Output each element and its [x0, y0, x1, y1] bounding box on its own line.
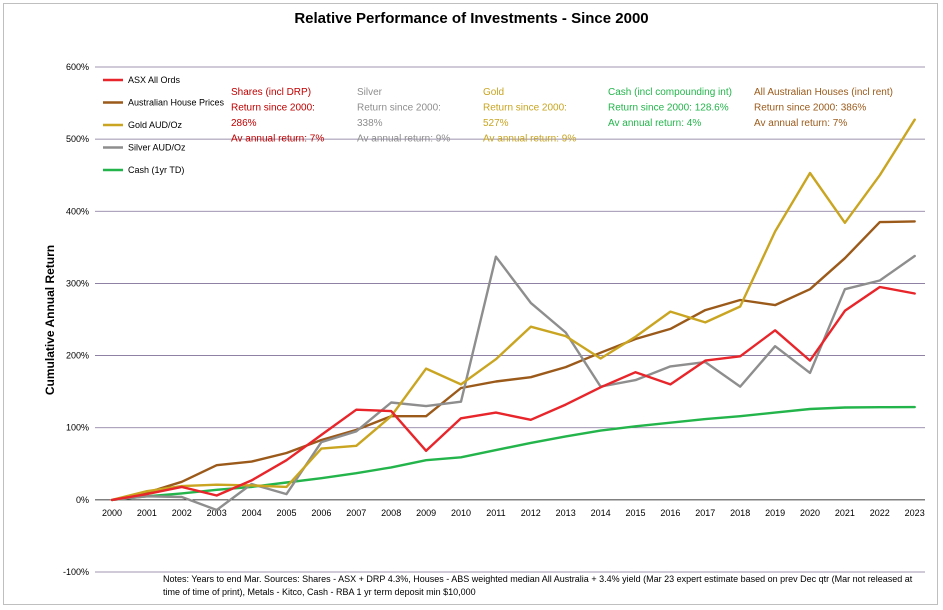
x-tick-label: 2013 — [556, 508, 576, 518]
series-line-silver-aud-oz — [110, 254, 916, 512]
y-tick-label: 300% — [66, 278, 89, 288]
y-tick-label: -100% — [63, 567, 89, 577]
y-tick-label: 0% — [76, 495, 89, 505]
notes-line-1: Notes: Years to end Mar. Sources: Shares… — [163, 574, 913, 584]
x-tick-label: 2016 — [660, 508, 680, 518]
y-tick-label: 200% — [66, 351, 89, 361]
y-axis-label: Cumulative Annual Return — [43, 245, 57, 395]
y-tick-label: 400% — [66, 206, 89, 216]
annotation-text: 338% — [357, 118, 383, 129]
chart-notes: Notes: Years to end Mar. Sources: Shares… — [163, 573, 923, 599]
x-tick-label: 2014 — [591, 508, 611, 518]
x-tick-label: 2002 — [172, 508, 192, 518]
chart-title: Relative Performance of Investments - Si… — [294, 10, 649, 27]
x-tick-label: 2022 — [870, 508, 890, 518]
series-line-australian-house-prices — [110, 220, 916, 502]
x-tick-label: 2011 — [486, 508, 505, 518]
annotation-text: Av annual return: 9% — [357, 134, 450, 145]
x-tick-label: 2006 — [311, 508, 331, 518]
legend-label: ASX All Ords — [128, 75, 181, 85]
legend-label: Gold AUD/Oz — [128, 120, 183, 130]
x-tick-label: 2005 — [276, 508, 296, 518]
legend-label: Cash (1yr TD) — [128, 165, 184, 175]
annotation-text: 286% — [231, 118, 257, 129]
chart-frame — [3, 3, 938, 605]
series-line-gold-aud-oz — [110, 118, 916, 502]
x-tick-label: 2023 — [905, 508, 925, 518]
x-tick-label: 2012 — [521, 508, 541, 518]
annotation-text: Cash (incl compounding int) — [608, 87, 732, 98]
x-tick-label: 2015 — [625, 508, 645, 518]
notes-line-2: time of time of print), Metals - Kitco, … — [163, 587, 476, 597]
annotation-text: Return since 2000: 386% — [754, 103, 866, 114]
y-tick-label: 600% — [66, 62, 89, 72]
x-axis-ticks: 2000 2001 2002 2003 2004 2005 2006 2007 2008 2009… — [102, 508, 925, 518]
annotation-text: Return since 2000: — [231, 103, 315, 114]
y-tick-label: 500% — [66, 134, 89, 144]
x-tick-label: 2018 — [730, 508, 750, 518]
x-tick-label: 2003 — [207, 508, 227, 518]
annotation-text: Av annual return: 4% — [608, 118, 701, 129]
annotation-text: Silver — [357, 87, 383, 98]
x-tick-label: 2019 — [765, 508, 785, 518]
x-tick-label: 2000 — [102, 508, 122, 518]
x-tick-label: 2021 — [835, 508, 855, 518]
legend: ASX All Ords Australian House Prices Gold … — [103, 75, 225, 175]
x-tick-label: 2008 — [381, 508, 401, 518]
series-line-asx-all-ords — [110, 285, 916, 502]
annotation-text: Return since 2000: — [357, 103, 441, 114]
legend-label: Silver AUD/Oz — [128, 143, 186, 153]
annotation-text: Av annual return: 7% — [754, 118, 847, 129]
annotation-text: Av annual return: 7% — [231, 134, 324, 145]
annotation-text: Return since 2000: 128.6% — [608, 103, 729, 114]
annotation-text: Return since 2000: — [483, 103, 567, 114]
y-axis-ticks: -100% 0% 100% 200% 300% 400% 500% 600% — [63, 62, 89, 577]
y-tick-label: 100% — [66, 423, 89, 433]
annotation-text: All Australian Houses (incl rent) — [754, 87, 893, 98]
x-tick-label: 2001 — [137, 508, 157, 518]
annotation-text: 527% — [483, 118, 509, 129]
x-tick-label: 2010 — [451, 508, 471, 518]
legend-label: Australian House Prices — [128, 98, 225, 108]
grid-lines — [95, 66, 925, 573]
x-tick-label: 2017 — [695, 508, 715, 518]
annotation-text: Shares (incl DRP) — [231, 87, 311, 98]
x-tick-label: 2004 — [242, 508, 262, 518]
annotations: Shares (incl DRP) Return since 2000: 286% A… — [231, 87, 893, 145]
x-tick-label: 2020 — [800, 508, 820, 518]
x-tick-label: 2007 — [346, 508, 366, 518]
x-tick-label: 2009 — [416, 508, 436, 518]
annotation-text: Av annual return: 9% — [483, 134, 576, 145]
series-lines — [110, 118, 916, 512]
annotation-text: Gold — [483, 87, 504, 98]
